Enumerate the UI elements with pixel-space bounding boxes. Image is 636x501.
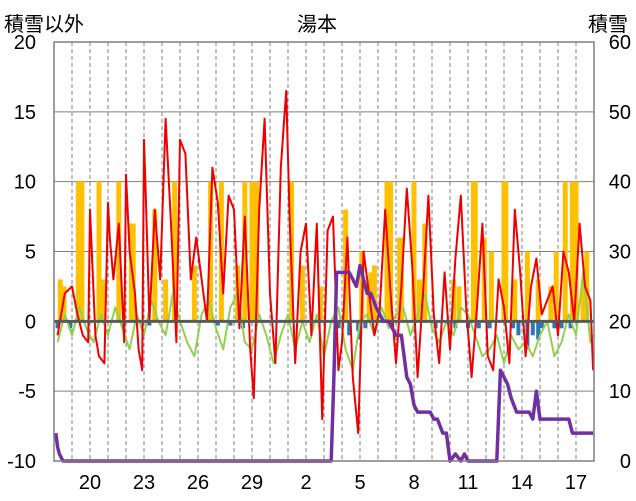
- negative_bars-bar: [55, 321, 60, 329]
- negative_bars-bar: [358, 321, 362, 340]
- precipitation-bar: [512, 279, 518, 322]
- precipitation-bar: [251, 181, 257, 322]
- x-tick-label: 26: [187, 472, 209, 494]
- right-tick-label: 40: [609, 172, 631, 194]
- precipitation-bar: [488, 251, 494, 322]
- x-tick-label: 8: [408, 472, 419, 494]
- precipitation-bar: [208, 181, 214, 322]
- negative_bars-bar: [476, 321, 481, 329]
- negative_bars-bar: [336, 321, 341, 329]
- precipitation-bar: [100, 279, 106, 322]
- right-tick-label: 30: [609, 242, 631, 264]
- precipitation-bar: [242, 181, 248, 322]
- left-tick-label: 0: [25, 311, 36, 333]
- precipitation-bar: [254, 181, 259, 322]
- precipitation-bar: [57, 279, 63, 322]
- x-tick-label: 20: [79, 472, 101, 494]
- left-tick-label: -10: [7, 451, 36, 473]
- negative_bars-bar: [363, 321, 368, 329]
- left-tick-label: 10: [14, 172, 36, 194]
- precipitation-bar: [573, 181, 579, 322]
- x-tick-label: 17: [565, 472, 587, 494]
- negative_bars-bar: [539, 321, 544, 329]
- temperature-line: [56, 89, 595, 435]
- negative_bars-bar: [228, 321, 233, 326]
- left-tick-label: 5: [25, 242, 36, 264]
- left-axis-label: 積雪以外: [4, 14, 84, 36]
- right-tick-label: 60: [609, 32, 631, 54]
- negative_bars-bar: [215, 321, 220, 326]
- precipitation-bar: [548, 286, 554, 322]
- negative_bars-bar: [147, 321, 152, 326]
- precipitation-bar: [456, 286, 462, 322]
- precipitation-bar: [584, 251, 590, 322]
- negative_bars-bar: [511, 321, 515, 329]
- right-tick-label: 50: [609, 102, 631, 124]
- precipitation-bar: [535, 279, 541, 322]
- negative_bars-bar: [347, 321, 352, 336]
- negative_bars-bar: [68, 321, 73, 329]
- x-tick-label: 23: [133, 472, 155, 494]
- x-tick-label: 14: [511, 472, 533, 494]
- negative_bars-bar: [487, 321, 492, 329]
- x-tick-label: 29: [241, 472, 263, 494]
- right-tick-label: 0: [620, 451, 631, 473]
- x-tick-label: 11: [458, 472, 479, 494]
- precipitation-bar: [503, 181, 509, 322]
- negative_bars-bar: [568, 321, 573, 329]
- precipitation-bar: [553, 251, 559, 322]
- precipitation-bar: [317, 286, 323, 322]
- snow_depth-line: [54, 263, 594, 463]
- negative_bars-bar: [552, 321, 557, 329]
- precipitation-bar: [411, 181, 417, 322]
- precipitation-bar: [79, 181, 85, 322]
- precipitation-bar: [172, 181, 178, 322]
- precipitation-bar: [152, 209, 158, 322]
- negative_bars-bar: [516, 321, 521, 336]
- x-tick-label: 5: [354, 472, 365, 494]
- precipitation-bar: [163, 279, 169, 322]
- chart-title: 湯本: [297, 14, 337, 36]
- plot-frame: [53, 41, 595, 462]
- left-tick-label: -5: [18, 381, 36, 403]
- right-tick-label: 20: [609, 311, 631, 333]
- precipitation-bar: [562, 181, 568, 322]
- precipitation-bar: [388, 181, 394, 322]
- negative_bars-bar: [530, 321, 535, 336]
- precipitation-bar: [416, 279, 422, 322]
- precipitation-bar: [371, 265, 377, 322]
- precipitation-bar: [96, 181, 102, 322]
- negative_bars-bar: [559, 321, 564, 329]
- precipitation-bar: [524, 251, 530, 322]
- right-axis-label: 積雪: [588, 14, 628, 36]
- precipitation-bar: [191, 265, 197, 322]
- x-tick-label: 2: [300, 472, 311, 494]
- left-tick-label: 20: [14, 32, 36, 54]
- negative_bars-bar: [536, 321, 541, 340]
- right-tick-label: 10: [609, 381, 631, 403]
- precipitation-bar: [580, 279, 586, 322]
- left-tick-label: 15: [14, 102, 36, 124]
- precipitation-bar: [299, 265, 305, 322]
- precipitation-bar: [116, 181, 122, 322]
- precipitation-bar: [472, 181, 478, 322]
